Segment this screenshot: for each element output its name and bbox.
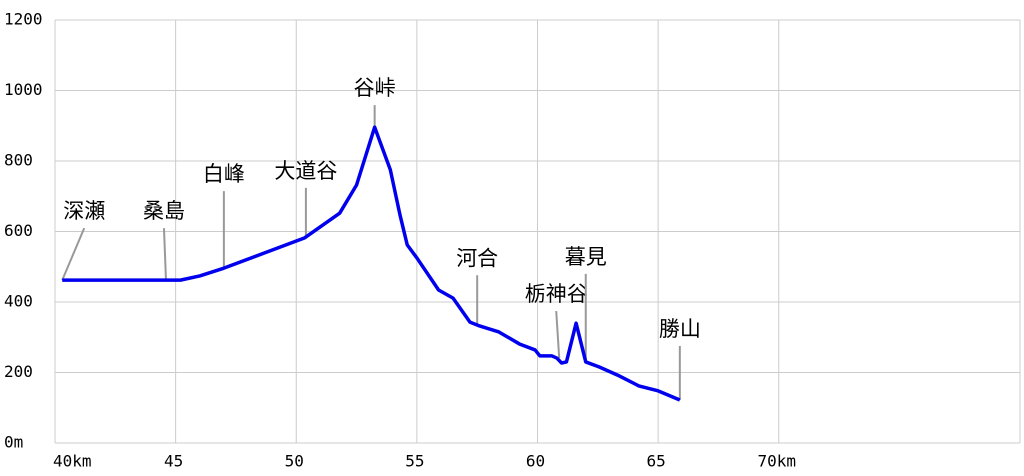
annotation-label: 桑島 <box>143 199 185 223</box>
annotation-label: 大道谷 <box>274 159 337 183</box>
annotation-label: 白峰 <box>203 162 245 186</box>
x-tick-label: 60 <box>526 452 545 471</box>
x-tick-label: 70km <box>757 452 796 471</box>
y-tick-label: 1000 <box>4 80 43 99</box>
x-tick-label: 65 <box>646 452 665 471</box>
y-tick-label: 600 <box>4 221 33 240</box>
annotation-label: 栃神谷 <box>525 282 588 306</box>
annotation-pointer <box>61 227 86 281</box>
y-tick-label: 200 <box>4 362 33 381</box>
annotation-label: 勝山 <box>659 317 701 341</box>
annotation-label: 深瀬 <box>63 199 105 223</box>
x-tick-label: 40km <box>53 452 92 471</box>
y-tick-label: 400 <box>4 292 33 311</box>
x-tick-label: 55 <box>405 452 424 471</box>
annotation-label: 河合 <box>456 246 498 270</box>
y-tick-label: 1200 <box>4 10 43 29</box>
annotation-pointer <box>555 310 561 359</box>
annotation-label: 谷峠 <box>354 76 396 100</box>
annotation-label: 暮見 <box>565 245 607 269</box>
annotation-pointer <box>162 228 167 281</box>
x-tick-label: 50 <box>285 452 304 471</box>
elevation-line <box>62 125 681 402</box>
x-tick-label: 45 <box>164 452 183 471</box>
y-tick-label: 0m <box>4 433 23 452</box>
y-tick-label: 800 <box>4 151 33 170</box>
